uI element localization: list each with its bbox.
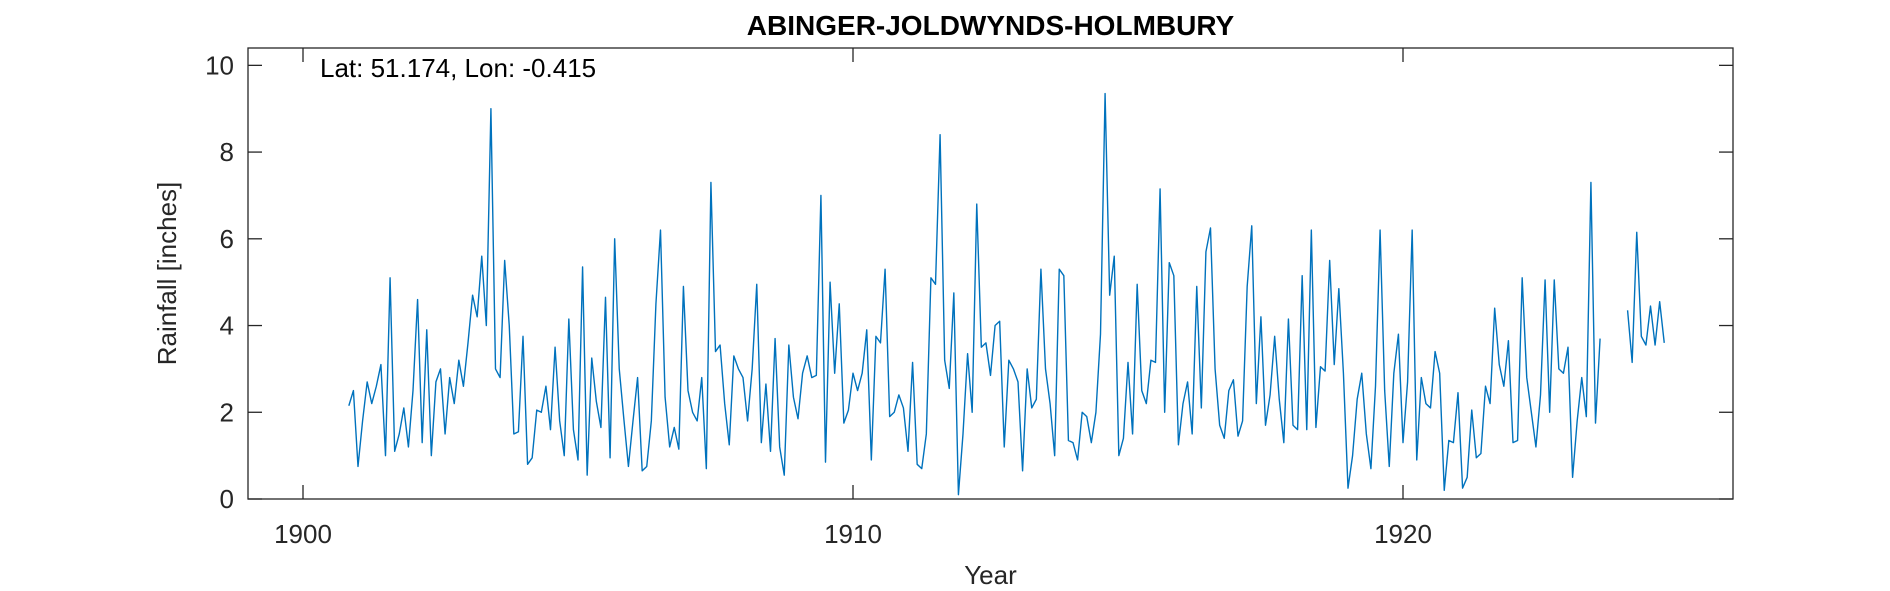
y-tick-label: 2 bbox=[220, 397, 234, 427]
x-tick-label: 1920 bbox=[1374, 519, 1432, 549]
x-tick-label: 1910 bbox=[824, 519, 882, 549]
tick-labels: 1900 1910 1920 0 2 4 6 8 10 bbox=[205, 50, 1432, 549]
y-tick-label: 8 bbox=[220, 137, 234, 167]
plot-frame bbox=[247, 47, 1734, 500]
y-tick-label: 4 bbox=[220, 311, 234, 341]
y-tick-label: 6 bbox=[220, 224, 234, 254]
y-axis-label: Rainfall [inches] bbox=[152, 182, 182, 366]
y-tick-label: 10 bbox=[205, 50, 234, 80]
chart-title: ABINGER-JOLDWYNDS-HOLMBURY bbox=[747, 10, 1235, 41]
location-annotation: Lat: 51.174, Lon: -0.415 bbox=[320, 53, 596, 83]
rainfall-series-line bbox=[348, 92, 1665, 496]
x-axis-label: Year bbox=[964, 560, 1017, 590]
y-tick-label: 0 bbox=[220, 484, 234, 514]
axis-ticks bbox=[248, 48, 1733, 500]
x-tick-label: 1900 bbox=[274, 519, 332, 549]
plot-area bbox=[248, 48, 1733, 499]
